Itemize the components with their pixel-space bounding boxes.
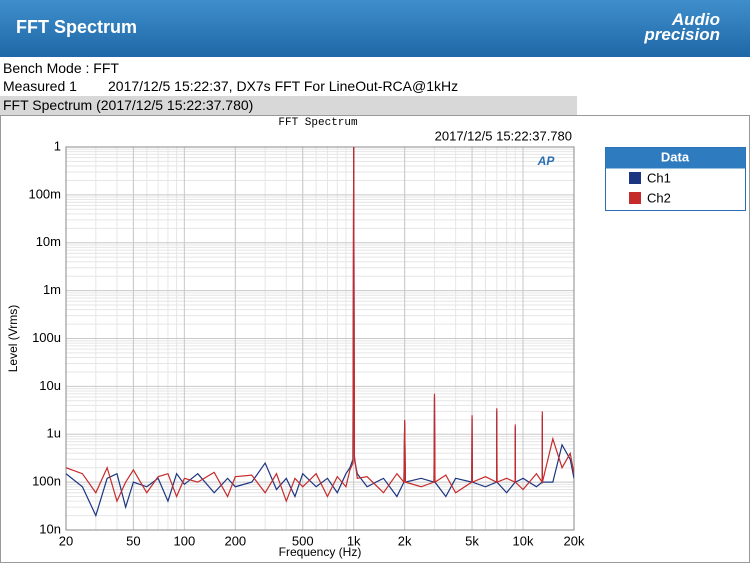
y-tick-label: 100m <box>28 186 61 201</box>
x-tick-label: 100 <box>174 533 196 548</box>
x-tick-label: 20k <box>564 533 585 548</box>
chart-subtitle: 2017/12/5 15:22:37.780 <box>435 128 572 143</box>
y-tick-label: 1m <box>43 282 61 297</box>
legend-title: Data <box>661 149 690 164</box>
x-tick-label: 500 <box>292 533 314 548</box>
plot-border <box>65 146 575 531</box>
y-tick-label: 1u <box>47 426 61 441</box>
logo: Audio precision <box>644 10 720 44</box>
watermark: AP <box>537 154 556 168</box>
series-line <box>66 147 574 503</box>
measured-label: Measured 1 <box>3 78 77 94</box>
x-tick-label: 20 <box>59 533 73 548</box>
legend-swatch <box>629 192 641 204</box>
chart-title: FFT Spectrum <box>278 117 358 129</box>
x-tick-label: 200 <box>224 533 246 548</box>
x-tick-label: 2k <box>398 533 412 548</box>
header-title: FFT Spectrum <box>16 17 138 37</box>
y-tick-label: 100u <box>32 330 61 345</box>
logo-bottom: precision <box>644 25 720 44</box>
y-tick-label: 10n <box>39 521 61 536</box>
x-tick-label: 10k <box>513 533 534 548</box>
logo-top: Audio <box>671 10 720 29</box>
y-tick-label: 1 <box>54 138 61 153</box>
legend-swatch <box>629 172 641 184</box>
legend-header <box>605 147 746 169</box>
x-tick-label: 50 <box>126 533 140 548</box>
section-title: FFT Spectrum (2017/12/5 15:22:37.780) <box>0 96 577 115</box>
x-tick-label: 1k <box>347 533 361 548</box>
legend-label: Ch1 <box>647 170 671 185</box>
y-tick-label: 100n <box>32 474 61 489</box>
header: FFT Spectrum Audio precision <box>0 0 750 57</box>
y-tick-label: 10m <box>36 234 61 249</box>
x-tick-label: 5k <box>465 533 479 548</box>
y-axis-label: Level (Vrms) <box>6 305 20 373</box>
legend-label: Ch2 <box>647 190 671 205</box>
bench-mode: Bench Mode : FFT <box>3 60 119 76</box>
x-axis-label: Frequency (Hz) <box>279 545 362 559</box>
plot-lines <box>66 147 574 518</box>
y-tick-label: 10u <box>39 378 61 393</box>
measured-value: 2017/12/5 15:22:37, DX7s FFT For LineOut… <box>108 78 459 94</box>
